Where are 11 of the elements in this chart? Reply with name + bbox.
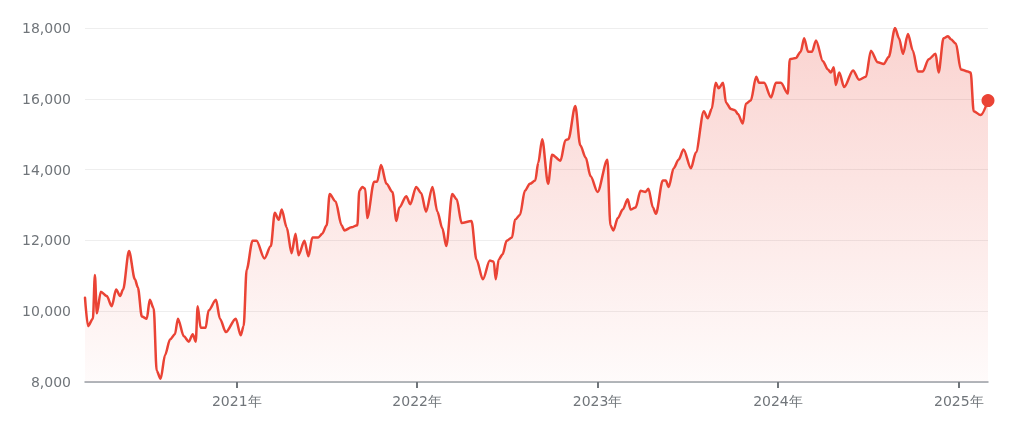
x-tick-label: 2024年 [753, 393, 803, 409]
x-tick-label: 2025年 [934, 393, 984, 409]
y-tick-label: 16,000 [22, 90, 71, 107]
x-tick-label: 2022年 [392, 393, 442, 409]
y-tick-label: 10,000 [22, 303, 71, 320]
x-tick-label: 2021年 [211, 393, 262, 409]
y-tick-label: 18,000 [22, 20, 71, 36]
y-tick-label: 14,000 [22, 161, 71, 178]
y-tick-label: 8,000 [30, 374, 71, 390]
y-tick-label: 12,000 [22, 232, 71, 249]
x-tick-label: 2023年 [572, 393, 623, 409]
